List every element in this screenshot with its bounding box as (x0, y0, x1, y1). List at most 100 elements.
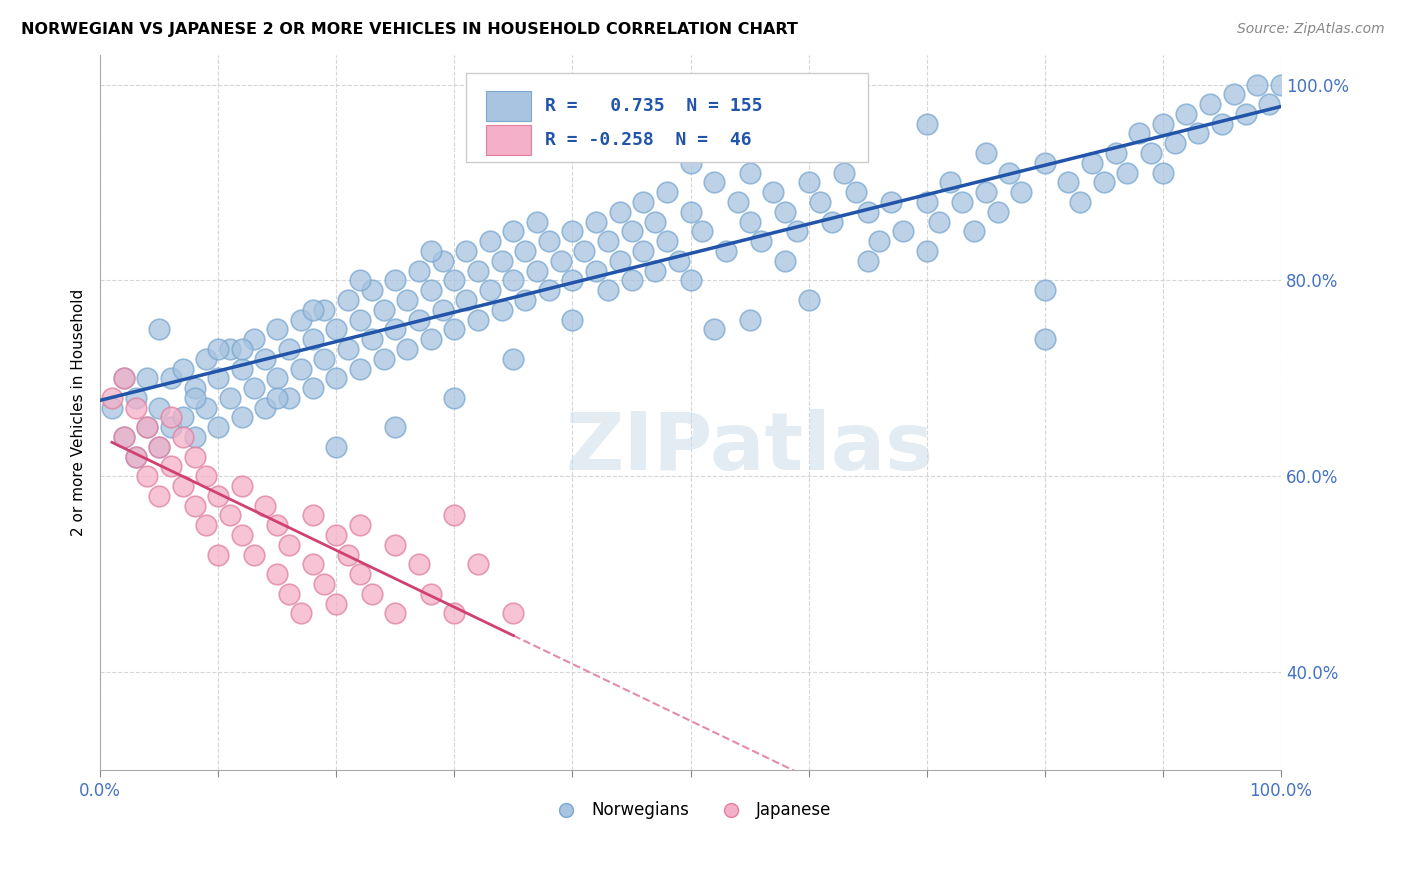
Point (1057, 176, 1080, 190)
Point (762, 186, 785, 200)
Point (136, 420, 159, 434)
Point (160, 410, 183, 425)
Point (1187, 127, 1209, 141)
Point (655, 234, 678, 248)
Point (290, 607, 312, 621)
Point (266, 518, 288, 533)
Point (231, 342, 253, 356)
Point (609, 204, 631, 219)
Point (1222, 87, 1244, 102)
Point (242, 548, 264, 562)
Point (738, 166, 761, 180)
FancyBboxPatch shape (486, 91, 531, 121)
Point (1270, 78, 1292, 92)
Point (172, 361, 194, 376)
Point (337, 548, 360, 562)
Point (596, 283, 619, 297)
Point (1199, 97, 1222, 112)
Point (373, 302, 395, 317)
Point (655, 186, 678, 200)
Point (915, 194, 938, 209)
Point (314, 577, 336, 591)
Point (1010, 186, 1032, 200)
Point (419, 283, 441, 297)
Point (148, 440, 170, 454)
Point (219, 342, 242, 356)
Point (633, 244, 655, 258)
Point (207, 420, 229, 434)
Point (160, 371, 183, 385)
Point (278, 587, 301, 601)
Point (797, 176, 820, 190)
Point (620, 224, 643, 238)
Point (172, 479, 194, 493)
Point (1033, 156, 1056, 170)
Point (491, 253, 513, 268)
Point (596, 234, 619, 248)
Point (337, 342, 360, 356)
Point (349, 518, 371, 533)
Point (491, 302, 513, 317)
Point (183, 430, 205, 444)
Point (644, 214, 666, 228)
Point (360, 587, 382, 601)
Point (396, 293, 419, 307)
Text: R = -0.258  N =  46: R = -0.258 N = 46 (546, 131, 752, 149)
Point (160, 420, 183, 434)
Point (1175, 107, 1198, 121)
Point (1033, 283, 1056, 297)
Point (349, 567, 371, 582)
Point (278, 342, 301, 356)
Point (1069, 194, 1091, 209)
Point (880, 194, 903, 209)
Point (266, 567, 288, 582)
Point (254, 499, 277, 513)
Point (301, 302, 323, 317)
FancyBboxPatch shape (467, 73, 868, 162)
Point (443, 322, 465, 336)
Point (1116, 166, 1139, 180)
Point (467, 558, 489, 572)
Point (1081, 156, 1104, 170)
Point (124, 391, 146, 405)
Point (478, 283, 501, 297)
Point (148, 440, 170, 454)
Point (526, 214, 548, 228)
Point (738, 214, 761, 228)
Point (515, 293, 537, 307)
Point (207, 489, 229, 503)
Point (502, 351, 524, 366)
Point (1092, 176, 1115, 190)
Point (148, 322, 170, 336)
Point (703, 176, 725, 190)
Point (443, 273, 465, 287)
Point (574, 244, 596, 258)
Point (561, 273, 583, 287)
Point (1033, 332, 1056, 346)
Point (727, 194, 749, 209)
Point (786, 224, 808, 238)
Point (856, 204, 879, 219)
Point (432, 253, 454, 268)
Point (1163, 136, 1185, 151)
Legend: Norwegians, Japanese: Norwegians, Japanese (543, 795, 838, 826)
Point (832, 166, 855, 180)
Point (160, 459, 183, 474)
Point (349, 273, 371, 287)
Point (478, 234, 501, 248)
Point (124, 450, 146, 464)
Point (928, 214, 950, 228)
Point (502, 607, 524, 621)
Point (467, 263, 489, 277)
Point (1211, 117, 1233, 131)
Point (231, 528, 253, 542)
Point (585, 263, 607, 277)
Y-axis label: 2 or more Vehicles in Household: 2 or more Vehicles in Household (72, 289, 86, 536)
Point (101, 391, 124, 405)
Point (561, 224, 583, 238)
Point (384, 538, 406, 552)
Point (714, 244, 737, 258)
Point (974, 146, 997, 161)
Point (797, 293, 820, 307)
Point (136, 371, 159, 385)
